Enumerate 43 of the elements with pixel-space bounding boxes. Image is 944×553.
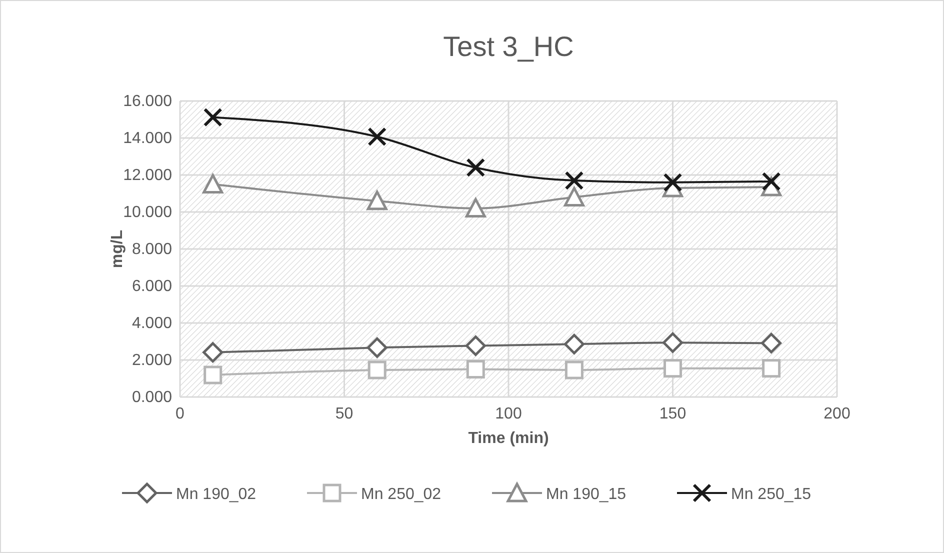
y-tick-label: 14.000 bbox=[123, 130, 172, 148]
point bbox=[762, 359, 781, 378]
chart-title: Test 3_HC bbox=[443, 31, 574, 62]
point bbox=[202, 174, 224, 194]
y-tick-label: 4.000 bbox=[132, 315, 172, 332]
x-tick-label: 150 bbox=[659, 405, 686, 422]
legend-label: Mn 250_02 bbox=[361, 486, 442, 503]
x-tick-label: 200 bbox=[824, 405, 850, 422]
x-tick-label: 50 bbox=[335, 405, 354, 422]
point bbox=[465, 336, 486, 356]
point bbox=[466, 360, 485, 378]
point bbox=[204, 366, 222, 384]
point bbox=[366, 337, 388, 358]
y-tick-label: 0.000 bbox=[132, 389, 172, 406]
x-tick-label: 0 bbox=[176, 405, 185, 422]
point bbox=[368, 127, 387, 146]
y-tick-label: 12.000 bbox=[123, 167, 172, 184]
y-tick-label: 6.000 bbox=[132, 278, 172, 296]
point bbox=[564, 334, 584, 354]
y-tick-label: 16.000 bbox=[123, 93, 172, 110]
point bbox=[662, 332, 683, 353]
point bbox=[564, 186, 584, 206]
point bbox=[368, 360, 386, 380]
point bbox=[663, 172, 682, 192]
legend-label: Mn 190_02 bbox=[176, 486, 256, 503]
point bbox=[203, 108, 222, 127]
legend-label: Mn 250_15 bbox=[731, 486, 812, 503]
x-tick-label: 100 bbox=[495, 405, 522, 422]
point bbox=[202, 342, 224, 363]
x-axis-title: Time (min) bbox=[468, 430, 549, 447]
y-axis-title: mg/L bbox=[109, 230, 126, 268]
point bbox=[465, 198, 486, 218]
point bbox=[664, 359, 682, 378]
point bbox=[761, 332, 782, 354]
y-tick-label: 8.000 bbox=[132, 241, 172, 258]
legend-label: Mn 190_15 bbox=[546, 486, 626, 503]
y-tick-label: 2.000 bbox=[132, 352, 172, 370]
point bbox=[466, 158, 486, 178]
point bbox=[564, 360, 584, 380]
y-tick-label: 10.000 bbox=[123, 204, 172, 222]
point bbox=[366, 190, 388, 210]
point bbox=[762, 172, 781, 191]
point bbox=[564, 171, 584, 190]
